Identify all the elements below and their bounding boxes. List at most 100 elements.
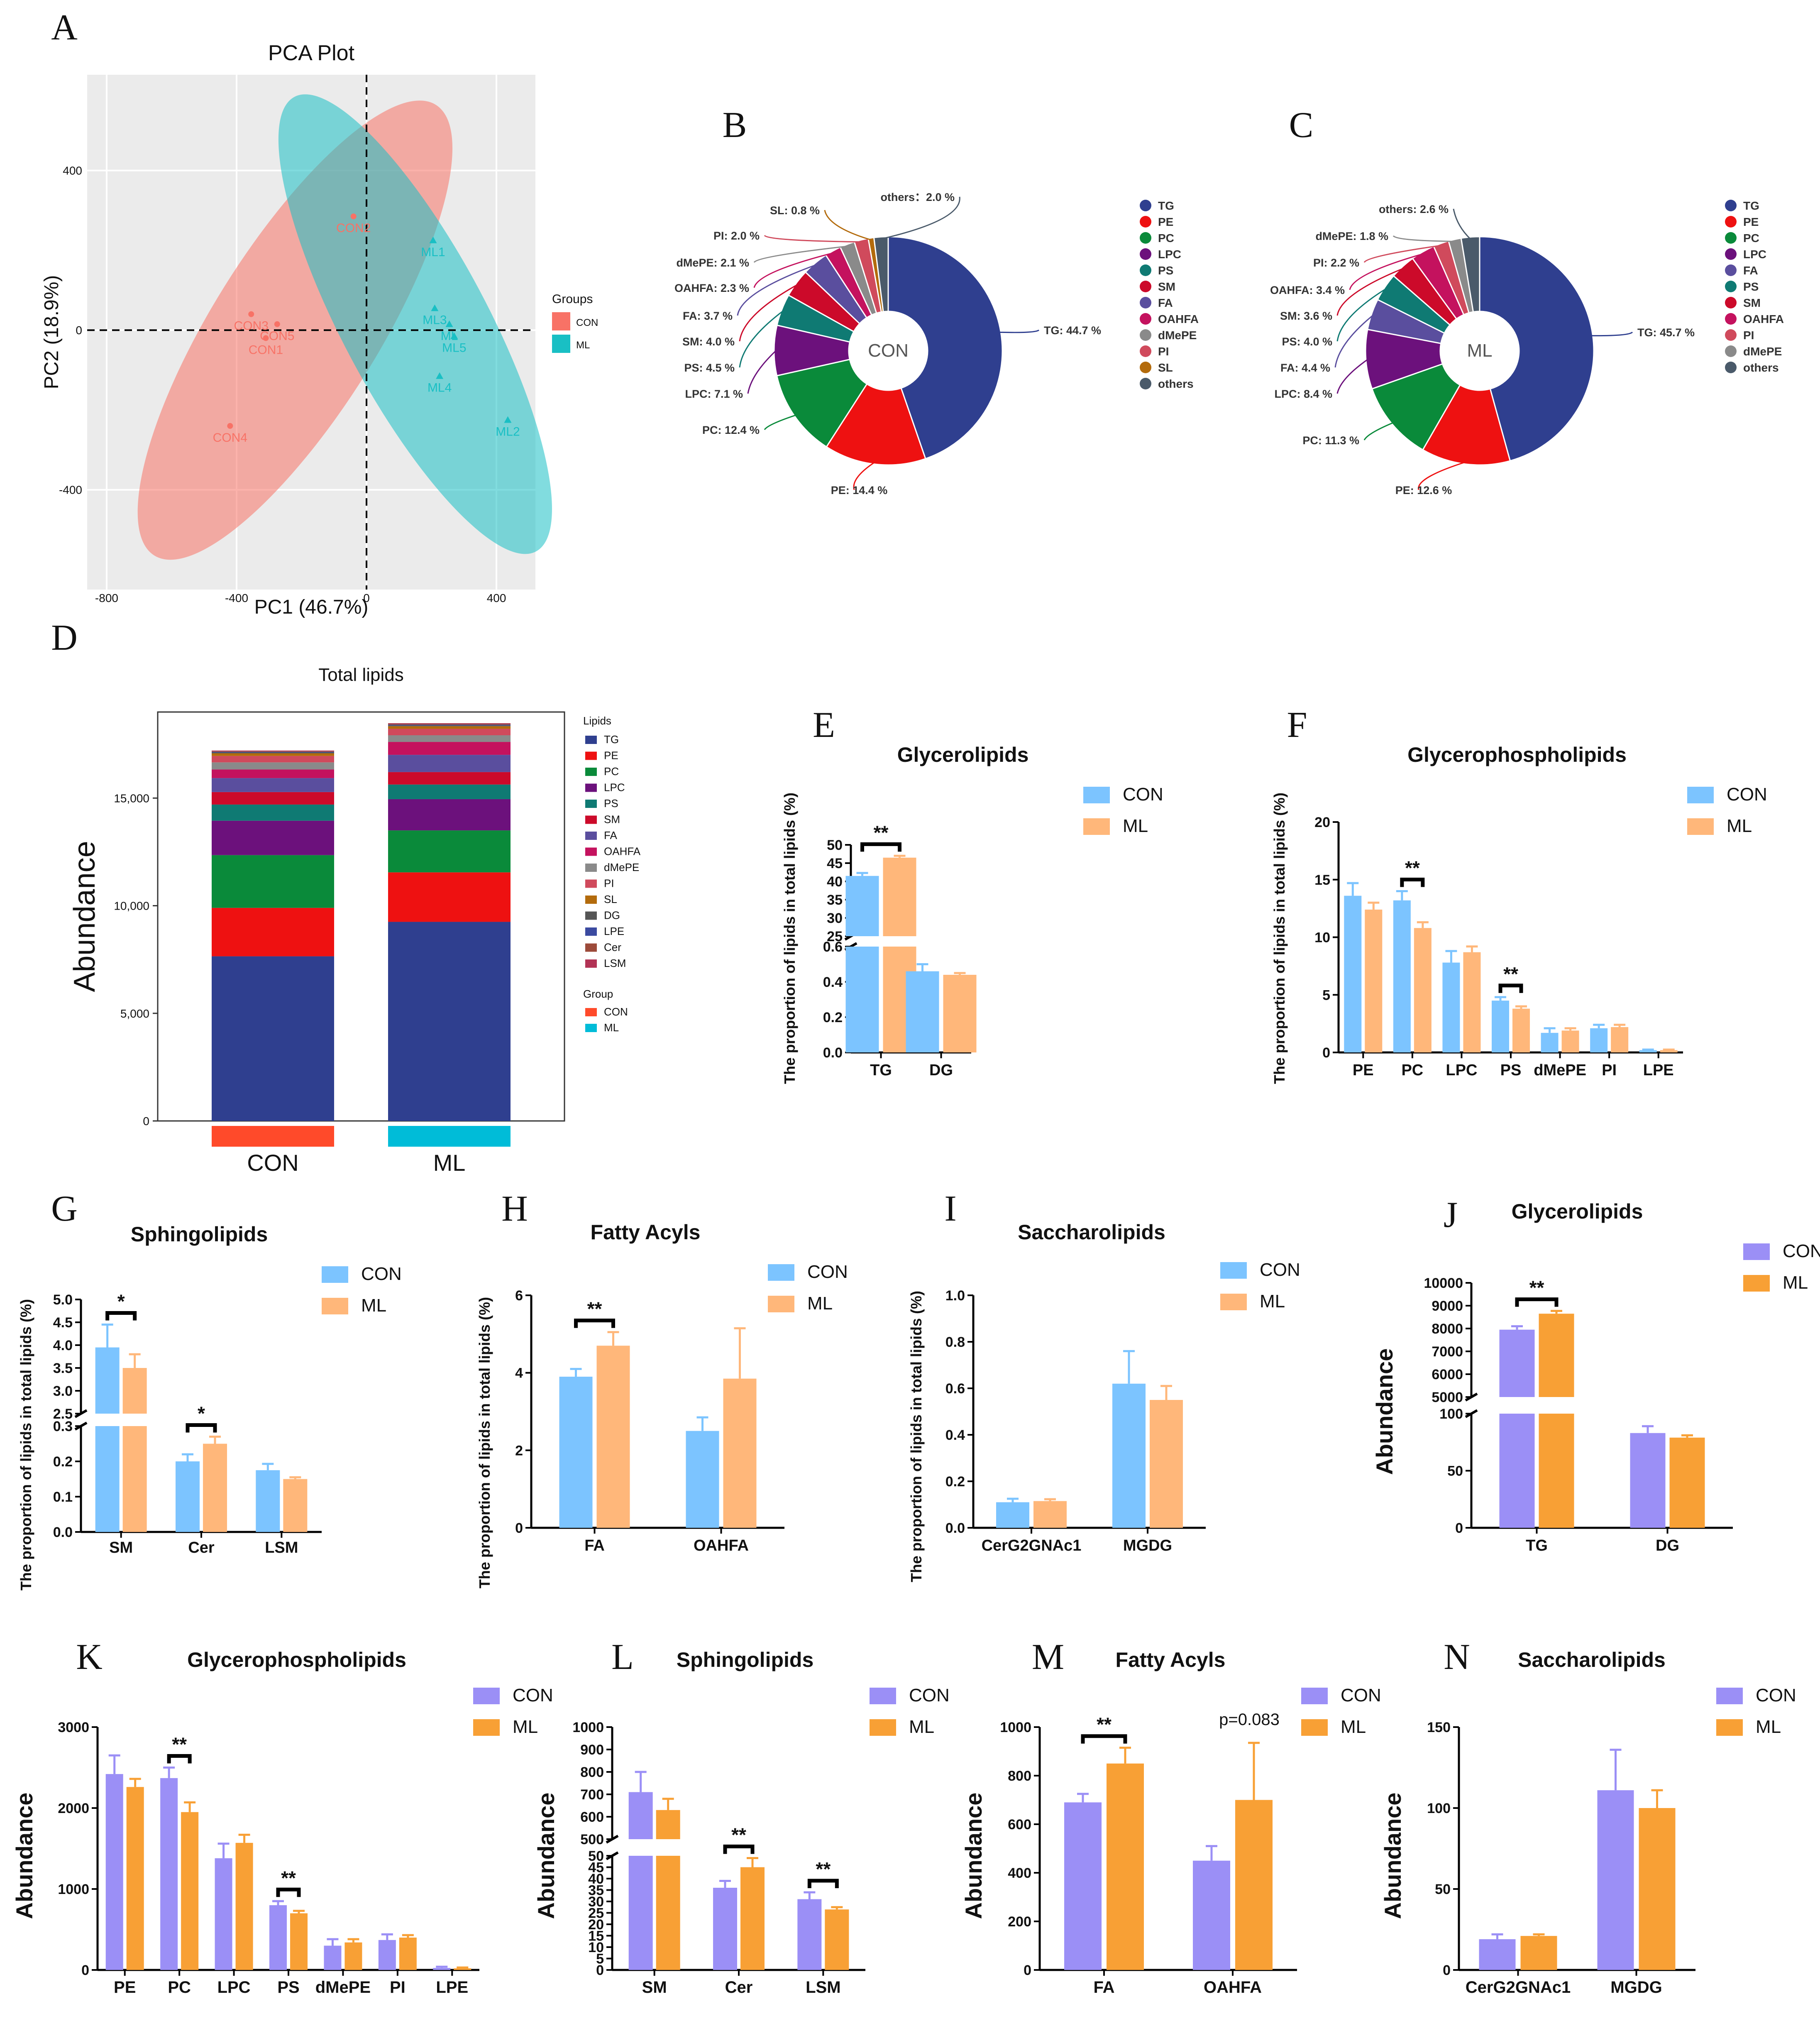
significance-bracket-j — [1515, 1297, 1559, 1307]
legend-key-k-ml — [473, 1719, 500, 1736]
ytick-label-f: 20 — [1314, 815, 1330, 830]
bar-f-con-pi — [1590, 1028, 1608, 1052]
pie-legend-key-pi — [1725, 329, 1737, 341]
bar-m-con-fa — [1064, 1802, 1102, 1970]
ytick-label-l: 45 — [588, 1860, 604, 1876]
pca-legend-key-con — [552, 312, 570, 330]
ytick-label-e: 30 — [827, 910, 843, 926]
pca-point-con2 — [350, 213, 357, 220]
pie-legend-key-tg — [1140, 200, 1151, 211]
bar-f-con-lpe — [1639, 1050, 1657, 1052]
pie-legend-label: LPC — [1743, 248, 1766, 261]
y-axis-label-h: The proportion of lipids in total lipids… — [476, 1297, 493, 1588]
bar-n-ml-mgdg — [1639, 1808, 1676, 1970]
xtick-label-n: MGDG — [1610, 1978, 1662, 1997]
pca-point-label: ML5 — [442, 341, 466, 355]
pca-point-ml5 — [450, 332, 458, 339]
xtick-label-k: PE — [114, 1978, 136, 1997]
ytick-label-g: 2.5 — [53, 1406, 73, 1422]
significance-stars-l: ** — [816, 1858, 831, 1880]
legend-key-f-ml — [1687, 818, 1714, 835]
significance-stars-f: ** — [1405, 857, 1420, 879]
ytick-label-j: 50 — [1447, 1463, 1463, 1479]
pie-slice-label: SL: 0.8 % — [770, 204, 820, 217]
pie-slice-label: PI: 2.0 % — [713, 230, 760, 242]
stacked-legend-key-fa — [585, 832, 597, 840]
ytick-label-l: 25 — [588, 1906, 604, 1921]
legend-key-g-con — [322, 1266, 348, 1283]
bar-l-ml-sm-upper — [656, 1810, 680, 1839]
pie-slice-label: SM: 4.0 % — [682, 335, 735, 348]
significance-stars-l: ** — [731, 1824, 746, 1846]
legend-label-k: CON — [513, 1685, 553, 1705]
stacked-segment-lpc — [212, 820, 334, 855]
pie-leader-line — [1590, 331, 1633, 337]
bar-f-ml-lpe — [1660, 1050, 1678, 1052]
ytick-label-i: 0.6 — [945, 1381, 965, 1397]
stacked-legend-key-cer — [585, 943, 597, 952]
pie-legend-key-fa — [1725, 264, 1737, 276]
ytick-label-l: 50 — [588, 1848, 604, 1864]
legend-label-e: CON — [1123, 784, 1163, 805]
bar-l-con-lsm — [797, 1899, 822, 1970]
ytick-label-m: 0 — [1024, 1962, 1031, 1978]
xtick-label-f: LPC — [1446, 1062, 1477, 1079]
significance-stars-e: ** — [874, 822, 889, 843]
bar-g-ml-sm-upper — [122, 1368, 147, 1414]
ytick-label-g: 3.5 — [53, 1360, 73, 1376]
legend-label-f: CON — [1727, 784, 1767, 805]
pie-legend-key-lpc — [1725, 248, 1737, 260]
y-axis-label-m: Abundance — [960, 1793, 987, 1919]
bar-l-ml-sm — [656, 1856, 680, 1970]
stacked-legend-key-pe — [585, 751, 597, 760]
bar-e-ml-dg — [943, 975, 977, 1052]
pca-title: PCA Plot — [268, 41, 355, 65]
xtick-label-h: OAHFA — [694, 1537, 749, 1554]
legend-label-h: ML — [807, 1293, 833, 1314]
bar-g-ml-cer — [203, 1444, 227, 1532]
ytick-label-f: 15 — [1314, 872, 1330, 888]
stacked-segment-sl — [388, 726, 511, 729]
xtick-label-f: LPE — [1643, 1062, 1674, 1079]
ytick-label-m: 1000 — [1000, 1720, 1031, 1735]
ytick-label-n: 50 — [1435, 1882, 1451, 1897]
xtick-label-j: TG — [1526, 1537, 1548, 1554]
bar-i-ml-cerg2gnac1 — [1033, 1501, 1067, 1528]
bar-k-ml-lpe — [454, 1968, 471, 1970]
pie-legend-label: SL — [1158, 361, 1173, 374]
pie-leader-line — [739, 284, 799, 342]
stacked-group-legend-key-con — [585, 1008, 597, 1016]
xtick-label-m: FA — [1093, 1978, 1114, 1997]
pie-legend-label: PC — [1158, 232, 1174, 245]
ytick-label-j: 7000 — [1432, 1344, 1463, 1360]
significance-bracket-f — [1400, 878, 1425, 887]
panel-letter-n: N — [1444, 1637, 1470, 1677]
pca-legend-label: CON — [576, 317, 598, 328]
legend-label-g: CON — [361, 1264, 402, 1284]
pie-legend-key-others — [1140, 378, 1151, 389]
significance-stars-k: ** — [281, 1867, 296, 1889]
stacked-legend-label: LSM — [604, 957, 626, 969]
bar-j-ml-dg — [1669, 1437, 1705, 1528]
legend-label-l: CON — [909, 1685, 950, 1705]
ytick-label-l: 35 — [588, 1883, 604, 1899]
ytick-label-j: 6000 — [1432, 1367, 1463, 1382]
pie-slice-label: TG: 44.7 % — [1044, 324, 1101, 337]
legend-label-e: ML — [1123, 816, 1148, 836]
bar-k-con-lpc — [215, 1858, 232, 1970]
pie-slice-label: PE: 12.6 % — [1395, 484, 1452, 497]
stacked-legend-key-ps — [585, 800, 597, 808]
legend-key-j-con — [1743, 1243, 1770, 1260]
pie-legend-label: others — [1158, 377, 1194, 390]
bar-i-ml-mgdg — [1150, 1400, 1183, 1528]
ytick-label-k: 3000 — [58, 1720, 89, 1735]
significance-bracket-k — [276, 1887, 301, 1897]
xtick-label-f: PS — [1500, 1062, 1522, 1079]
panel-title-e: Glycerolipids — [897, 743, 1029, 766]
stacked-legend-key-oahfa — [585, 847, 597, 856]
bar-g-ml-sm — [122, 1426, 147, 1532]
panel-letter-j: J — [1444, 1195, 1458, 1235]
bar-e-con-dg — [906, 971, 939, 1052]
ytick-label-e: 0.4 — [823, 974, 843, 990]
